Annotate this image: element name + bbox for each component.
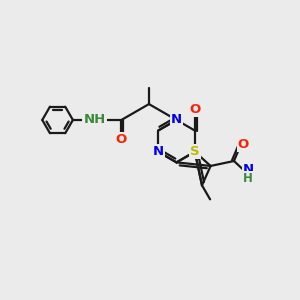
Text: H: H	[243, 172, 253, 185]
Text: NH: NH	[83, 113, 106, 127]
Text: N: N	[153, 145, 164, 158]
Text: N: N	[171, 113, 182, 127]
Text: O: O	[189, 103, 200, 116]
Text: N: N	[243, 163, 254, 176]
Text: O: O	[116, 133, 127, 146]
Text: S: S	[190, 145, 200, 158]
Text: O: O	[238, 138, 249, 151]
